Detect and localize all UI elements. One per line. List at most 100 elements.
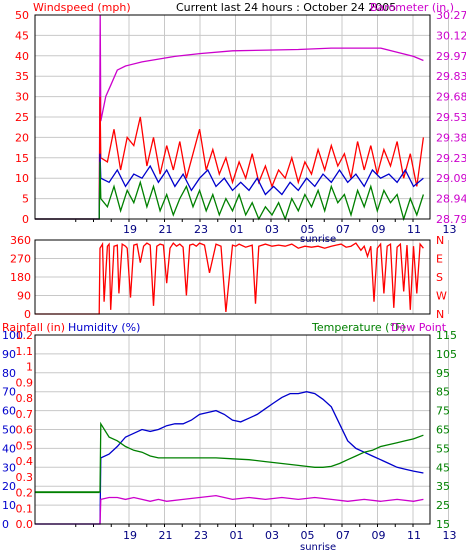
x-tick-label-bottom: 09 [372, 529, 386, 542]
direction-tick-label: 360 [10, 234, 31, 247]
panel-border [34, 334, 431, 525]
x-tick-label-bottom: 11 [407, 529, 421, 542]
windspeed-axis-label: Windspeed (mph) [33, 1, 131, 14]
windspeed-line [35, 161, 425, 222]
humidity-tick-label: 100 [2, 329, 23, 342]
windavg-line [35, 153, 424, 220]
rainfall-tick-label: 0.9 [16, 376, 34, 389]
rainfall-tick-label: 0.1 [16, 502, 34, 515]
x-tick-label-bottom: 05 [301, 529, 315, 542]
barometer-tick-label: 29.09 [436, 172, 466, 185]
dewpoint-axis-label: Dew Point [391, 321, 447, 334]
barometer-tick-label: 28.79 [436, 213, 466, 226]
windgust-line [35, 96, 425, 220]
wind-direction-line [35, 241, 424, 315]
windspeed-tick-label: 30 [15, 91, 29, 104]
windspeed-tick-label: 25 [15, 111, 29, 124]
dewpoint-line [35, 494, 424, 525]
rainfall-tick-label: 1.2 [16, 329, 34, 342]
humidity-tick-label: 0 [2, 518, 9, 531]
windspeed-tick-label: 50 [15, 9, 29, 22]
barometer-tick-label: 29.83 [436, 70, 466, 83]
sunrise-label-bottom: sunrise [300, 542, 336, 552]
humidity-tick-label: 90 [2, 348, 16, 361]
x-tick-label-bottom: 19 [123, 529, 137, 542]
temperature-tick-label: 35 [436, 480, 450, 493]
temperature-tick-label: 75 [436, 405, 450, 418]
rainfall-tick-label: 0.5 [16, 439, 34, 452]
direction-tick-label: 180 [10, 271, 31, 284]
temperature-tick-label: 95 [436, 367, 450, 380]
temperature-tick-label: 15 [436, 518, 450, 531]
x-tick-label-top: 19 [123, 223, 137, 236]
barometer-axis-label: Barometer (in.) [370, 1, 454, 14]
compass-tick-label: N [436, 234, 444, 247]
direction-tick-label: 90 [17, 290, 31, 303]
barometer-tick-label: 30.12 [436, 29, 466, 42]
temperature-tick-label: 45 [436, 461, 450, 474]
humidity-tick-label: 40 [2, 442, 16, 455]
panel-border [34, 239, 431, 315]
humidity-tick-label: 30 [2, 461, 16, 474]
windspeed-tick-label: 20 [15, 131, 29, 144]
temperature-tick-label: 65 [436, 424, 450, 437]
x-tick-label-bottom: 07 [336, 529, 350, 542]
rainfall-tick-label: 0.6 [16, 424, 34, 437]
x-tick-label-bottom: 23 [194, 529, 208, 542]
humidity-tick-label: 80 [2, 367, 16, 380]
barometer-tick-label: 29.53 [436, 111, 466, 124]
x-tick-label-bottom: 13 [443, 529, 457, 542]
humidity-tick-label: 20 [2, 480, 16, 493]
compass-tick-label: S [436, 271, 443, 284]
humidity-tick-label: 60 [2, 405, 16, 418]
rainfall-tick-label: 0.7 [16, 408, 34, 421]
humidity-tick-label: 70 [2, 386, 16, 399]
rainfall-tick-label: 1 [26, 361, 33, 374]
rainfall-tick-label: 0.3 [16, 471, 34, 484]
rainfall-tick-label: 0.4 [16, 455, 34, 468]
barometer-tick-label: 29.68 [436, 91, 466, 104]
x-tick-label-top: 05 [301, 223, 315, 236]
windspeed-tick-label: 10 [15, 172, 29, 185]
windspeed-tick-label: 5 [22, 193, 29, 206]
barometer-tick-label: 30.27 [436, 9, 466, 22]
rainfall-tick-label: 0.8 [16, 392, 34, 405]
barometer-tick-label: 29.38 [436, 131, 466, 144]
x-tick-label-top: 21 [159, 223, 173, 236]
x-tick-label-bottom: 03 [265, 529, 279, 542]
barometer-tick-label: 29.97 [436, 50, 466, 63]
windspeed-tick-label: 45 [15, 29, 29, 42]
x-tick-label-bottom: 21 [159, 529, 173, 542]
compass-tick-label: E [436, 253, 443, 266]
rainfall-tick-label: 1.1 [16, 345, 34, 358]
x-tick-label-top: 13 [443, 223, 457, 236]
temperature-tick-label: 105 [436, 348, 457, 361]
humidity-tick-label: 10 [2, 499, 16, 512]
x-tick-label-top: 07 [336, 223, 350, 236]
rainfall-tick-label: 0.2 [16, 487, 34, 500]
x-tick-label-top: 03 [265, 223, 279, 236]
compass-tick-label: N [436, 308, 444, 321]
windspeed-tick-label: 15 [15, 152, 29, 165]
barometer-tick-label: 28.94 [436, 193, 466, 206]
barometer-tick-label: 29.23 [436, 152, 466, 165]
x-tick-label-top: 11 [407, 223, 421, 236]
temperature-tick-label: 55 [436, 442, 450, 455]
x-tick-label-bottom: 01 [230, 529, 244, 542]
x-tick-label-top: 01 [230, 223, 244, 236]
rainfall-axis-label: Rainfall (in) [2, 321, 65, 334]
windspeed-tick-label: 0 [22, 213, 29, 226]
compass-tick-label: W [436, 290, 447, 303]
direction-tick-label: 0 [24, 308, 31, 321]
temperature-line [35, 421, 424, 493]
rainfall-tick-label: 0.0 [16, 518, 34, 531]
temperature-tick-label: 85 [436, 386, 450, 399]
windspeed-tick-label: 40 [15, 50, 29, 63]
temperature-tick-label: 115 [436, 329, 457, 342]
temperature-tick-label: 25 [436, 499, 450, 512]
windspeed-tick-label: 35 [15, 70, 29, 83]
humidity-tick-label: 50 [2, 424, 16, 437]
panel-border [34, 14, 431, 220]
x-tick-label-top: 09 [372, 223, 386, 236]
